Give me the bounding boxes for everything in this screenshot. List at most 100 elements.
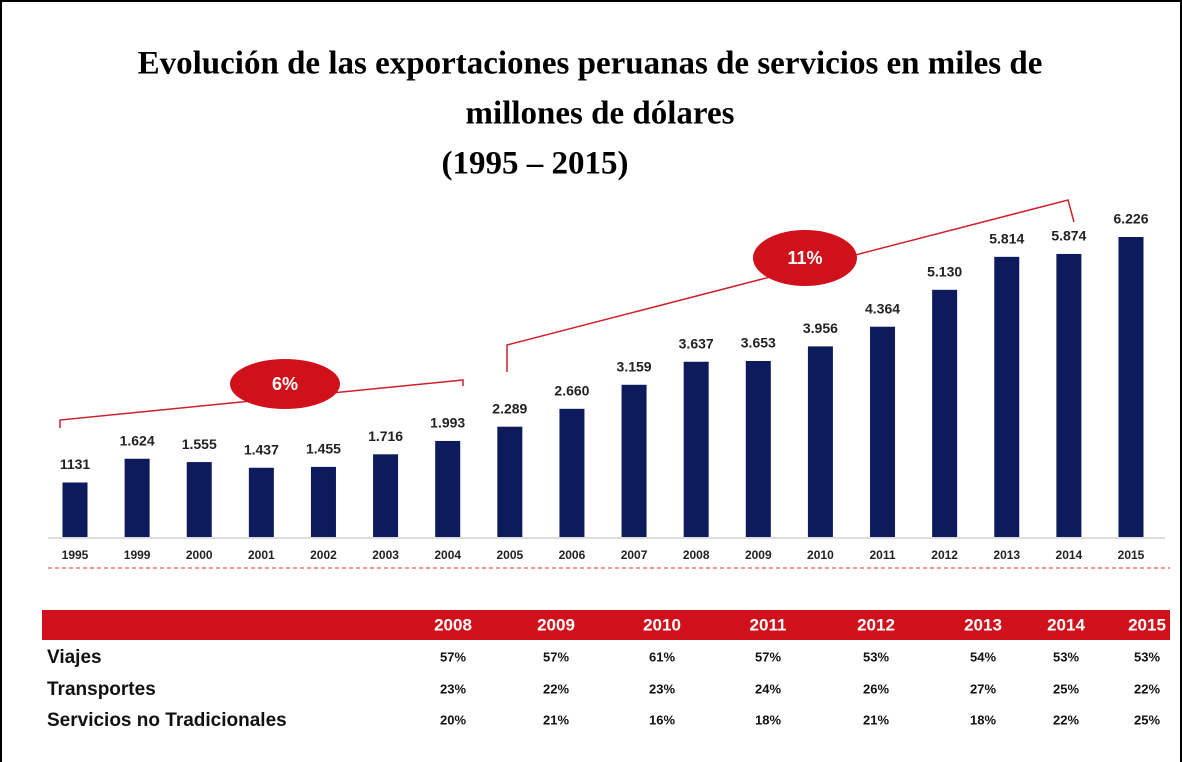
table-cell: 54% xyxy=(970,649,996,664)
table-cell: 57% xyxy=(543,649,569,664)
bar xyxy=(994,256,1020,537)
data-label: 1.993 xyxy=(430,415,465,431)
table-header: 2012 xyxy=(857,615,895,634)
data-label: 1.555 xyxy=(182,436,217,452)
table-cell: 23% xyxy=(649,681,675,696)
x-tick-label: 2009 xyxy=(745,548,772,562)
bar xyxy=(62,482,88,537)
table-cell: 16% xyxy=(649,712,675,727)
x-tick-label: 2013 xyxy=(993,548,1020,562)
bar xyxy=(1056,253,1082,538)
table-header: 2015 xyxy=(1128,615,1166,634)
chart-title: millones de dólares xyxy=(466,96,735,132)
bar xyxy=(248,467,274,537)
table-cell: 22% xyxy=(1134,681,1160,696)
x-tick-label: 2008 xyxy=(683,548,710,562)
annotation-oval xyxy=(753,230,857,286)
bar xyxy=(621,384,647,537)
data-label: 5.814 xyxy=(989,231,1024,247)
data-label: 4.364 xyxy=(865,300,900,316)
table-cell: 53% xyxy=(1134,649,1160,664)
table-cell: 21% xyxy=(863,712,889,727)
row-label: Servicios no Tradicionales xyxy=(47,710,287,731)
bar xyxy=(310,466,336,537)
table-header: 2010 xyxy=(643,615,681,634)
data-label: 3.653 xyxy=(741,335,776,351)
table-header: 2014 xyxy=(1047,615,1085,634)
table-header-band xyxy=(42,610,1170,640)
data-label: 3.956 xyxy=(803,320,838,336)
bar xyxy=(497,426,523,537)
table-cell: 57% xyxy=(440,649,466,664)
table-cell: 18% xyxy=(970,712,996,727)
table-header: 2009 xyxy=(537,615,575,634)
table-cell: 26% xyxy=(863,681,889,696)
data-label: 6.226 xyxy=(1113,211,1148,227)
x-tick-label: 2006 xyxy=(559,548,586,562)
x-tick-label: 2010 xyxy=(807,548,834,562)
table-cell: 53% xyxy=(1053,649,1079,664)
table-cell: 61% xyxy=(649,649,675,664)
annotation: 6% xyxy=(272,374,298,394)
bar xyxy=(683,361,709,537)
chart-subtitle: (1995 – 2015) xyxy=(442,146,629,182)
table-cell: 24% xyxy=(755,681,781,696)
x-tick-label: 2005 xyxy=(496,548,523,562)
data-label: 3.159 xyxy=(617,358,652,374)
table-cell: 25% xyxy=(1053,681,1079,696)
x-tick-label: 2003 xyxy=(372,548,399,562)
data-label: 5.874 xyxy=(1051,228,1086,244)
data-label: 2.289 xyxy=(492,400,527,416)
x-tick-label: 2012 xyxy=(931,548,958,562)
bar xyxy=(870,326,896,537)
data-label: 1.716 xyxy=(368,428,403,444)
table-cell: 25% xyxy=(1134,712,1160,727)
row-label: Transportes xyxy=(47,679,156,700)
x-tick-label: 1995 xyxy=(62,548,89,562)
data-label: 2.660 xyxy=(554,383,589,399)
bar xyxy=(745,360,771,537)
table-cell: 20% xyxy=(440,712,466,727)
chart-title: Evolución de las exportaciones peruanas … xyxy=(138,46,1043,82)
bar xyxy=(559,408,585,537)
x-tick-label: 2004 xyxy=(434,548,461,562)
annotation: 11% xyxy=(787,248,822,268)
x-tick-label: 1999 xyxy=(124,548,151,562)
x-tick-label: 2011 xyxy=(870,548,896,562)
bar xyxy=(1118,237,1144,537)
table-cell: 27% xyxy=(970,681,996,696)
table-cell: 22% xyxy=(543,681,569,696)
data-label: 1.437 xyxy=(244,441,279,457)
table-cell: 21% xyxy=(543,712,569,727)
bar xyxy=(435,440,461,537)
row-label: Viajes xyxy=(47,647,102,668)
bar xyxy=(932,289,958,537)
x-tick-label: 2014 xyxy=(1056,548,1083,562)
bar xyxy=(373,454,399,537)
annotation-oval xyxy=(230,359,340,409)
table-header: 2008 xyxy=(434,615,472,634)
bar xyxy=(807,346,833,537)
table-cell: 57% xyxy=(755,649,781,664)
bar xyxy=(124,458,150,537)
x-tick-label: 2001 xyxy=(248,548,275,562)
x-tick-label: 2007 xyxy=(621,548,648,562)
bar xyxy=(186,462,212,537)
table-cell: 22% xyxy=(1053,712,1079,727)
table-cell: 23% xyxy=(440,681,466,696)
table-header: 2013 xyxy=(964,615,1002,634)
table-header: 2011 xyxy=(750,615,787,634)
data-label: 3.637 xyxy=(679,335,714,351)
table-cell: 53% xyxy=(863,649,889,664)
x-tick-label: 2000 xyxy=(186,548,213,562)
data-label: 1.624 xyxy=(120,432,155,448)
data-label: 5.130 xyxy=(927,264,962,280)
data-label: 1131 xyxy=(60,456,91,472)
x-tick-label: 2002 xyxy=(310,548,337,562)
bracket xyxy=(506,199,1075,372)
data-label: 1.455 xyxy=(306,441,341,457)
x-tick-label: 2015 xyxy=(1118,548,1145,562)
table-cell: 18% xyxy=(755,712,781,727)
